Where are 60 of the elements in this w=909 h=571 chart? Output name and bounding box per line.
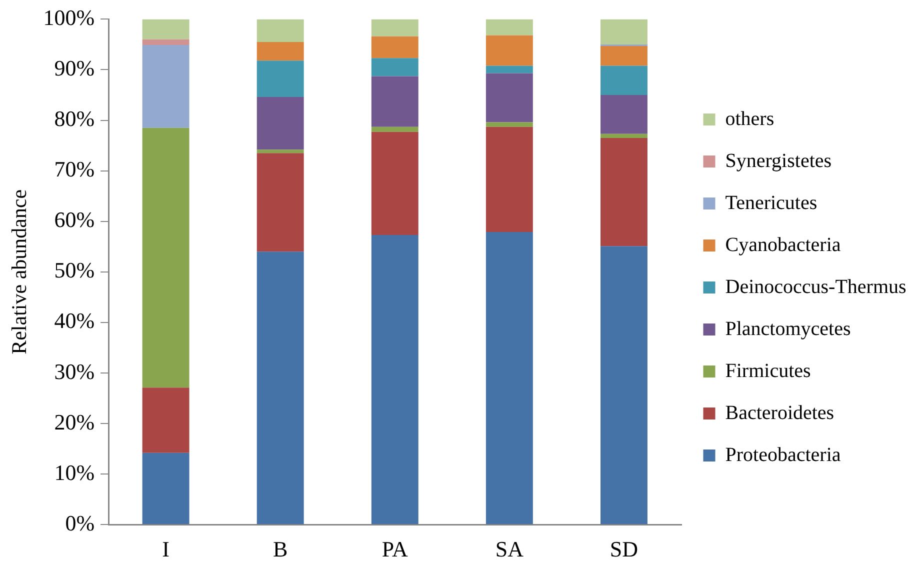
bar (142, 452, 190, 524)
x-tick-label: SA (495, 536, 524, 562)
y-tick-label: 0% (65, 510, 95, 536)
bar (600, 134, 648, 138)
bar (371, 126, 418, 132)
y-tick-label: 80% (54, 106, 95, 132)
bar (486, 232, 533, 524)
bar (600, 46, 648, 66)
legend-label: Firmicutes (725, 360, 812, 382)
legend-label: Bacteroidetes (725, 402, 834, 424)
y-tick-label: 10% (54, 460, 95, 485)
y-tick-label: 30% (54, 358, 95, 384)
y-tick-label: 90% (54, 56, 95, 81)
bar (256, 19, 304, 42)
bar (371, 58, 418, 76)
x-tick-label: B (273, 536, 288, 562)
bar (371, 19, 418, 36)
legend-label: Cyanobacteria (725, 234, 841, 256)
x-tick-label: I (162, 536, 170, 562)
bar (486, 122, 533, 127)
bar (142, 44, 190, 128)
bar (600, 19, 648, 44)
bar (486, 19, 533, 36)
legend-label: Proteobacteria (725, 444, 841, 466)
bar (600, 66, 648, 96)
bar (142, 39, 190, 45)
bar (600, 246, 648, 524)
bar (486, 73, 533, 122)
legend-label: others (725, 108, 774, 130)
bar (256, 97, 304, 150)
bar (371, 36, 418, 58)
bar (256, 60, 304, 98)
legend-label: Synergistetes (725, 150, 832, 172)
y-tick-label: 40% (54, 308, 95, 334)
bar (600, 95, 648, 134)
bar (600, 138, 648, 246)
y-tick-label: 50% (54, 258, 95, 283)
bar (256, 153, 304, 252)
bar (142, 388, 190, 453)
y-tick-label: 100% (43, 4, 95, 30)
y-tick-label: 20% (54, 409, 95, 434)
bar (256, 252, 304, 524)
y-tick-label: 60% (54, 207, 95, 232)
bar (371, 235, 418, 524)
bar (486, 35, 533, 66)
bar (486, 126, 533, 232)
y-tick-label: 70% (54, 156, 95, 182)
legend-label: Deinococcus-Thermus (725, 276, 907, 298)
legend-label: Planctomycetes (725, 318, 851, 340)
bar (256, 42, 304, 61)
legend-label: Tenericutes (725, 192, 818, 214)
x-tick-label: PA (382, 536, 408, 562)
y-axis-title: Relative abundance (7, 189, 32, 354)
bar (142, 128, 190, 388)
x-tick-label: SD (610, 536, 638, 562)
bar (371, 76, 418, 127)
bar (371, 132, 418, 236)
bar (142, 19, 190, 40)
bar (256, 150, 304, 154)
bar (486, 66, 533, 74)
